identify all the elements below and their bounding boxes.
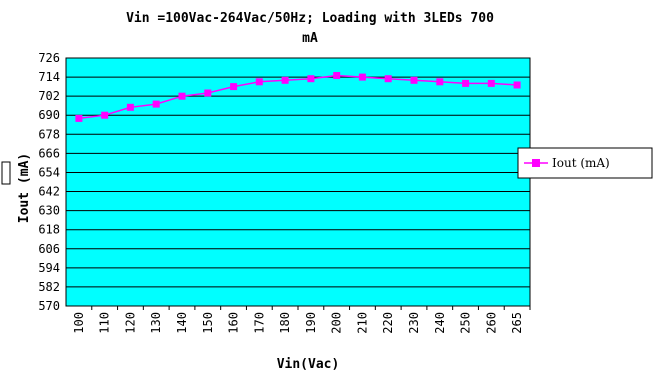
y-tick-label: 690 (38, 108, 60, 122)
x-tick-label: 160 (227, 312, 241, 334)
chart-title: Vin =100Vac-264Vac/50Hz; Loading with 3L… (126, 11, 494, 26)
x-axis-label: Vin(Vac) (277, 357, 340, 372)
y-tick-label: 570 (38, 299, 60, 313)
x-tick-label: 150 (201, 312, 215, 334)
plot-area (65, 57, 531, 307)
data-point (152, 100, 160, 108)
y-tick-label: 726 (38, 51, 60, 65)
data-point (462, 79, 470, 87)
x-tick-label: 260 (484, 312, 498, 334)
y-tick-label: 618 (38, 223, 60, 237)
x-tick-label: 265 (510, 312, 524, 334)
y-tick-label: 702 (38, 89, 60, 103)
legend-label: Iout (mA) (552, 156, 610, 170)
legend-marker (532, 159, 540, 167)
x-tick-label: 130 (149, 312, 163, 334)
x-tick-label: 250 (459, 312, 473, 334)
x-tick-label: 110 (98, 312, 112, 334)
data-point (333, 72, 341, 79)
data-point (307, 75, 315, 83)
data-point (487, 79, 495, 87)
series-line-iout (78, 74, 518, 120)
y-axis-label-frame (1, 161, 11, 185)
data-point (513, 81, 521, 89)
x-tick-labels: 100 110 120 130 140 150 160 170 180 190 200 210 220 2… (72, 306, 531, 334)
y-tick-label: 654 (38, 165, 60, 179)
x-tick-label: 200 (330, 312, 344, 334)
x-tick-label: 180 (278, 312, 292, 334)
data-point (436, 78, 444, 86)
data-point (204, 89, 212, 97)
data-point (101, 111, 109, 119)
y-tick-label: 630 (38, 204, 60, 218)
y-tick-label: 606 (38, 242, 60, 256)
x-tick-label: 120 (123, 312, 137, 334)
data-point (281, 76, 289, 84)
y-tick-label: 666 (38, 146, 60, 160)
series-markers (75, 72, 521, 122)
x-tick-label: 210 (355, 312, 369, 334)
x-tick-label: 240 (433, 312, 447, 334)
data-point (178, 92, 186, 100)
data-point (75, 114, 83, 122)
x-tick-label: 140 (175, 312, 189, 334)
data-point (384, 75, 392, 83)
y-tick-label: 678 (38, 127, 60, 141)
y-tick-label: 582 (38, 280, 60, 294)
chart-title-continued: mA (302, 31, 318, 46)
x-tick-label: 170 (252, 312, 266, 334)
y-tick-label: 714 (38, 70, 60, 84)
y-tick-labels: 726 714 702 690 678 666 654 642 630 618 606 594 582 5… (38, 51, 60, 313)
y-tick-label: 642 (38, 185, 60, 199)
legend: Iout (mA) (517, 147, 653, 179)
data-point (255, 78, 263, 86)
x-tick-label: 220 (381, 312, 395, 334)
data-point (230, 83, 238, 91)
data-point (126, 103, 134, 111)
y-tick-label: 594 (38, 261, 60, 275)
data-point (410, 76, 418, 84)
x-tick-label: 190 (304, 312, 318, 334)
x-tick-label: 100 (72, 312, 86, 334)
x-tick-label: 230 (407, 312, 421, 334)
data-point (358, 73, 366, 81)
y-axis-label: Iout (mA) (17, 153, 32, 223)
